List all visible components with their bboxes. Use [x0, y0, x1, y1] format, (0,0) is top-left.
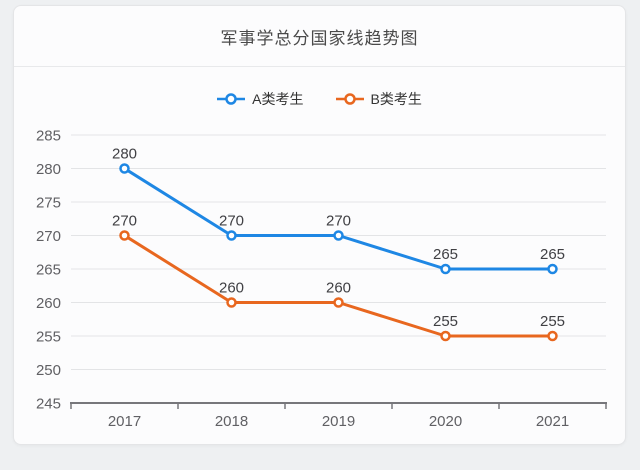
legend-item[interactable]: B类考生: [335, 89, 422, 109]
chart-legend: A类考生 B类考生: [14, 89, 625, 109]
data-point: [119, 230, 130, 241]
data-point: [547, 263, 558, 275]
y-axis-tick-label: 285: [36, 127, 61, 144]
data-point-label: 260: [219, 280, 244, 297]
y-axis-tick-label: 280: [36, 161, 61, 178]
chart-title-bar: 军事学总分国家线趋势图: [14, 6, 625, 67]
data-point: [547, 330, 558, 342]
chart-title: 军事学总分国家线趋势图: [220, 28, 419, 48]
data-point-label: 265: [540, 246, 565, 263]
chart-card: 军事学总分国家线趋势图 A类考生 B类考生 245 250 255 260 265 270 2…: [13, 5, 626, 445]
x-axis-tick-label: 2020: [429, 413, 462, 430]
data-point: [333, 297, 344, 308]
data-point: [333, 230, 344, 241]
y-axis-tick-label: 255: [36, 328, 61, 345]
line-chart: 245 250 255 260 265 270 275 280 285 2017 2018 2019 2…: [36, 127, 607, 430]
data-point: [440, 330, 451, 342]
x-axis-tick-label: 2017: [108, 413, 141, 430]
y-axis-tick-label: 245: [36, 395, 61, 412]
x-axis-tick-label: 2021: [536, 413, 569, 430]
y-axis-tick-label: 250: [36, 362, 61, 379]
y-axis-tick-label: 260: [36, 295, 61, 312]
legend-label: A类考生: [252, 91, 304, 107]
y-axis-tick-label: 275: [36, 194, 61, 211]
chart-area: A类考生 B类考生 245 250 255 260 265 270 275 280 285 2017…: [14, 67, 625, 444]
data-point-label: 255: [540, 313, 565, 330]
x-axis-tick-label: 2018: [215, 413, 248, 430]
data-point-label: 280: [112, 146, 137, 163]
legend-label: B类考生: [370, 91, 422, 107]
y-axis-tick-label: 270: [36, 228, 61, 245]
data-point: [226, 230, 237, 241]
data-point-label: 265: [433, 246, 458, 263]
legend-line-marker-icon: [335, 93, 364, 105]
data-point-label: 270: [219, 213, 244, 230]
legend-item[interactable]: A类考生: [217, 89, 304, 109]
x-axis-tick-label: 2019: [322, 413, 355, 430]
data-point-label: 255: [433, 313, 458, 330]
data-point: [119, 163, 130, 174]
y-axis-tick-label: 265: [36, 261, 61, 278]
data-point: [226, 297, 237, 308]
data-point: [440, 263, 451, 275]
data-point-label: 270: [112, 213, 137, 230]
data-point-label: 270: [326, 213, 351, 230]
legend-line-marker-icon: [217, 93, 246, 105]
data-point-label: 260: [326, 280, 351, 297]
